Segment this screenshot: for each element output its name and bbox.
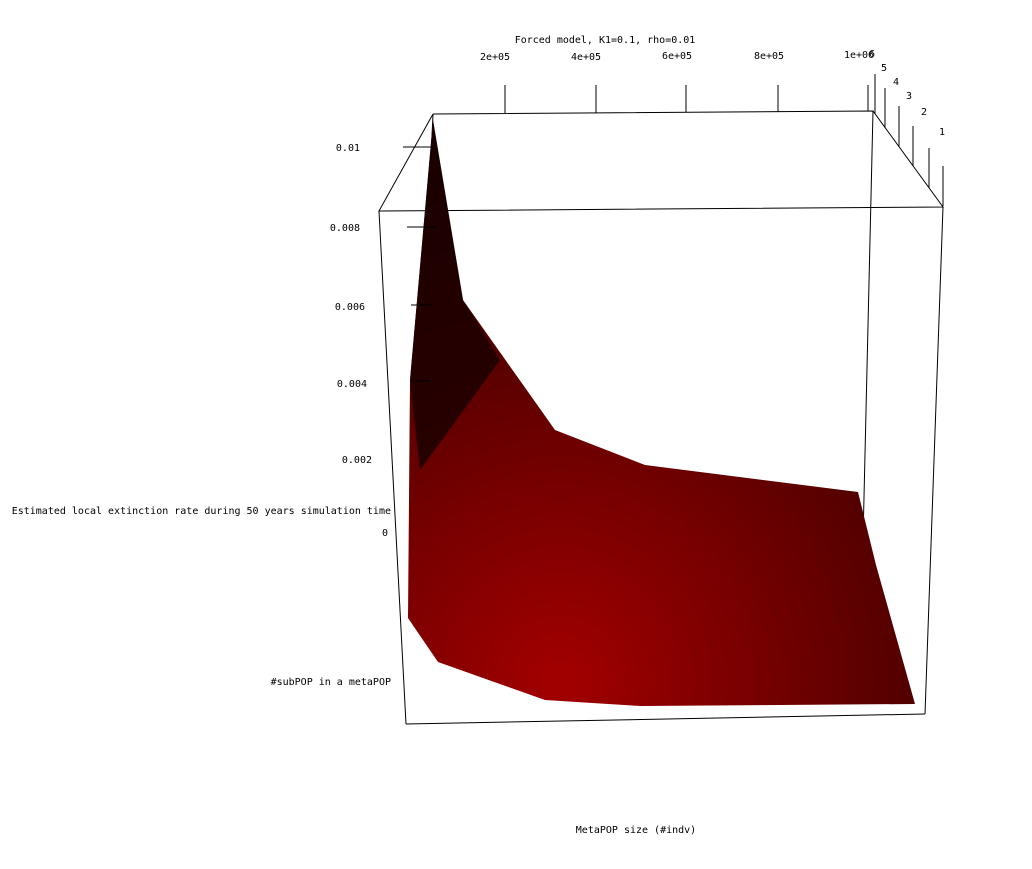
x-tick-label: 8e+05 — [754, 51, 784, 62]
z-tick-labels: 0.01 0.008 0.006 0.004 0.002 0 — [330, 143, 388, 539]
z-tick-label: 0.004 — [337, 379, 367, 390]
x-tick-label: 4e+05 — [571, 52, 601, 63]
y-tick-label: 1 — [939, 127, 945, 138]
tick-marks — [403, 74, 944, 382]
z-tick-label: 0.01 — [336, 143, 360, 154]
x-tick-label: 1e+06 — [844, 50, 874, 61]
chart-title: Forced model, K1=0.1, rho=0.01 — [515, 35, 696, 46]
surface — [408, 120, 915, 706]
z-tick-label: 0.006 — [335, 302, 365, 313]
x-tick-label: 6e+05 — [662, 51, 692, 62]
z-tick-label: 0.002 — [342, 455, 372, 466]
x-tick-labels: 2e+05 4e+05 6e+05 8e+05 1e+06 — [480, 50, 874, 63]
y-tick-label: 6 — [869, 49, 875, 60]
x-axis-label: MetaPOP size (#indv) — [576, 825, 696, 836]
y-tick-labels: 1 2 3 4 5 6 — [869, 49, 945, 138]
y-tick-label: 2 — [921, 107, 927, 118]
y-tick-label: 3 — [906, 91, 912, 102]
z-tick-label: 0.008 — [330, 223, 360, 234]
y-tick-label: 5 — [881, 63, 887, 74]
surface-body — [408, 120, 915, 706]
y-axis-label: #subPOP in a metaPOP — [271, 677, 391, 688]
z-tick-label: 0 — [382, 528, 388, 539]
x-tick-label: 2e+05 — [480, 52, 510, 63]
z-axis-label: Estimated local extinction rate during 5… — [12, 506, 391, 517]
y-tick-label: 4 — [893, 77, 899, 88]
surface-spike — [410, 120, 500, 470]
